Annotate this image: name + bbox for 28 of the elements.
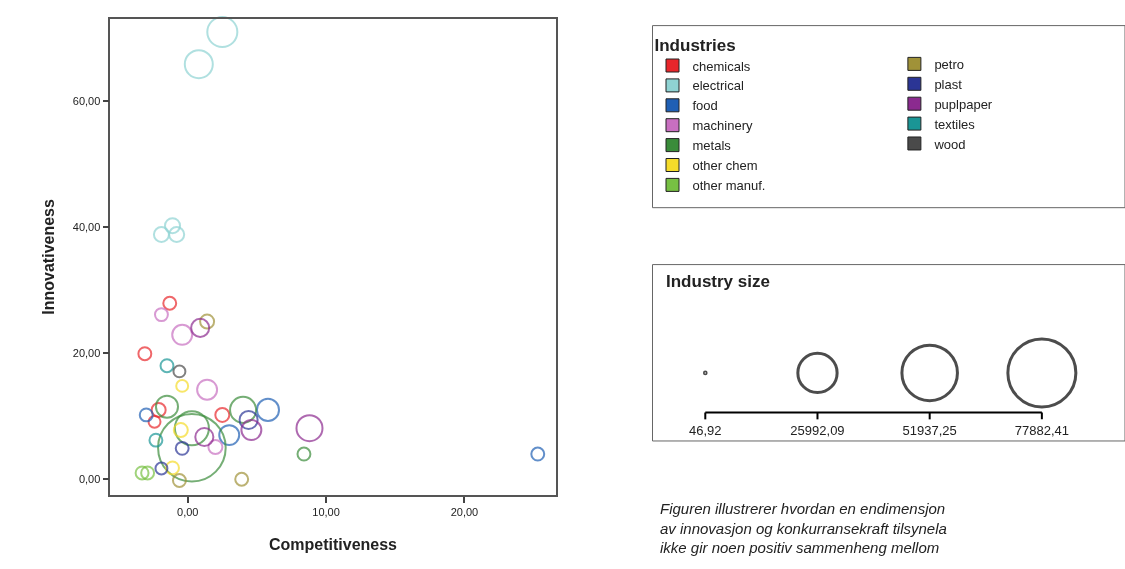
legend-label: 46,92: [689, 423, 722, 439]
text: Industry size: [666, 272, 770, 291]
legend-label: 51937,25: [902, 423, 957, 439]
legend-label: machinery: [692, 118, 753, 134]
y-tick-label: 40,00: [72, 220, 101, 233]
legend-label: other chem: [692, 158, 758, 174]
text: Figuren illustrerer hvordan en endimensjon av innovasjon og konkurransekraft tilsynela ikke gir noen positiv sammenheng mellom: [660, 500, 947, 556]
y-tick-label: 0,00: [78, 473, 101, 486]
legend-title: Industries: [654, 35, 736, 55]
x-tick-label: 0,00: [177, 505, 199, 518]
legend-label: 77882,41: [1014, 423, 1069, 439]
legend-label: plast: [934, 76, 963, 92]
y-tick-label: 60,00: [72, 94, 101, 107]
legend-label: electrical: [692, 78, 744, 94]
legend-label: 25992,09: [790, 423, 845, 439]
legend-label: petro: [934, 56, 965, 72]
y-axis-title: Innovativeness: [40, 199, 58, 315]
legend-label: food: [692, 98, 718, 114]
legend-label: puplpaper: [934, 96, 993, 112]
legend-label: other manuf.: [692, 177, 766, 193]
legend-label: chemicals: [692, 58, 751, 74]
x-tick-label: 10,00: [312, 505, 340, 518]
legend-label: wood: [933, 136, 966, 152]
y-tick-label: 20,00: [72, 346, 101, 359]
x-axis-title: Competitiveness: [268, 536, 398, 554]
x-tick-label: 20,00: [450, 505, 479, 518]
legend-label: textiles: [934, 116, 976, 132]
legend-label: metals: [692, 138, 732, 154]
